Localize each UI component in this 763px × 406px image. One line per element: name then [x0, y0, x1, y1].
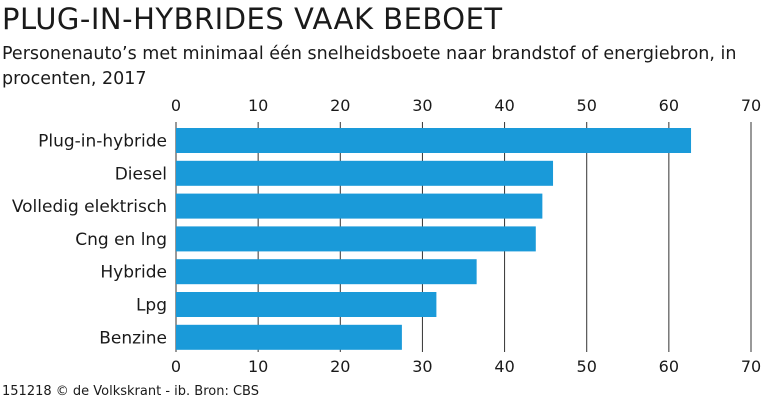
bar	[176, 193, 543, 219]
category-label: Hybride	[100, 263, 167, 283]
x-tick-label-bottom: 10	[248, 357, 268, 376]
bar	[176, 160, 554, 186]
category-label: Lpg	[136, 296, 167, 316]
x-tick-label-bottom: 0	[171, 357, 181, 376]
x-tick-label-bottom: 50	[577, 357, 597, 376]
chart-title: PLUG-IN-HYBRIDES VAAK BEBOET	[2, 2, 503, 36]
x-tick-label-top: 40	[494, 96, 514, 115]
bar	[176, 324, 402, 350]
x-tick-label-bottom: 20	[330, 357, 350, 376]
category-label: Volledig elektrisch	[12, 197, 167, 217]
category-label: Cng en lng	[75, 230, 167, 250]
x-tick-label-top: 10	[248, 96, 268, 115]
x-tick-label-top: 50	[577, 96, 597, 115]
category-label: Plug-in-hybride	[38, 132, 167, 152]
bar	[176, 226, 536, 252]
x-tick-label-top: 0	[171, 96, 181, 115]
x-tick-label-top: 30	[412, 96, 432, 115]
bar	[176, 292, 437, 317]
source-credit: 151218 © de Volkskrant - ib. Bron: CBS	[2, 384, 259, 399]
bar	[176, 259, 477, 285]
bar	[176, 128, 692, 153]
category-label: Benzine	[99, 328, 167, 348]
x-tick-label-bottom: 40	[494, 357, 514, 376]
x-tick-label-bottom: 70	[741, 357, 761, 376]
x-tick-label-top: 60	[659, 96, 679, 115]
category-label: Diesel	[115, 164, 167, 184]
x-tick-label-bottom: 30	[412, 357, 432, 376]
x-tick-label-top: 70	[741, 96, 761, 115]
x-tick-label-bottom: 60	[659, 357, 679, 376]
x-tick-label-top: 20	[330, 96, 350, 115]
chart-subtitle: Personenauto’s met minimaal één snelheid…	[2, 44, 737, 89]
